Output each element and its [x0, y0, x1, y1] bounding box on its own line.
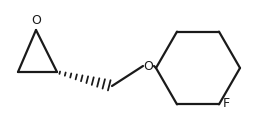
Text: O: O	[31, 14, 41, 28]
Text: O: O	[143, 60, 153, 72]
Text: F: F	[223, 97, 230, 110]
